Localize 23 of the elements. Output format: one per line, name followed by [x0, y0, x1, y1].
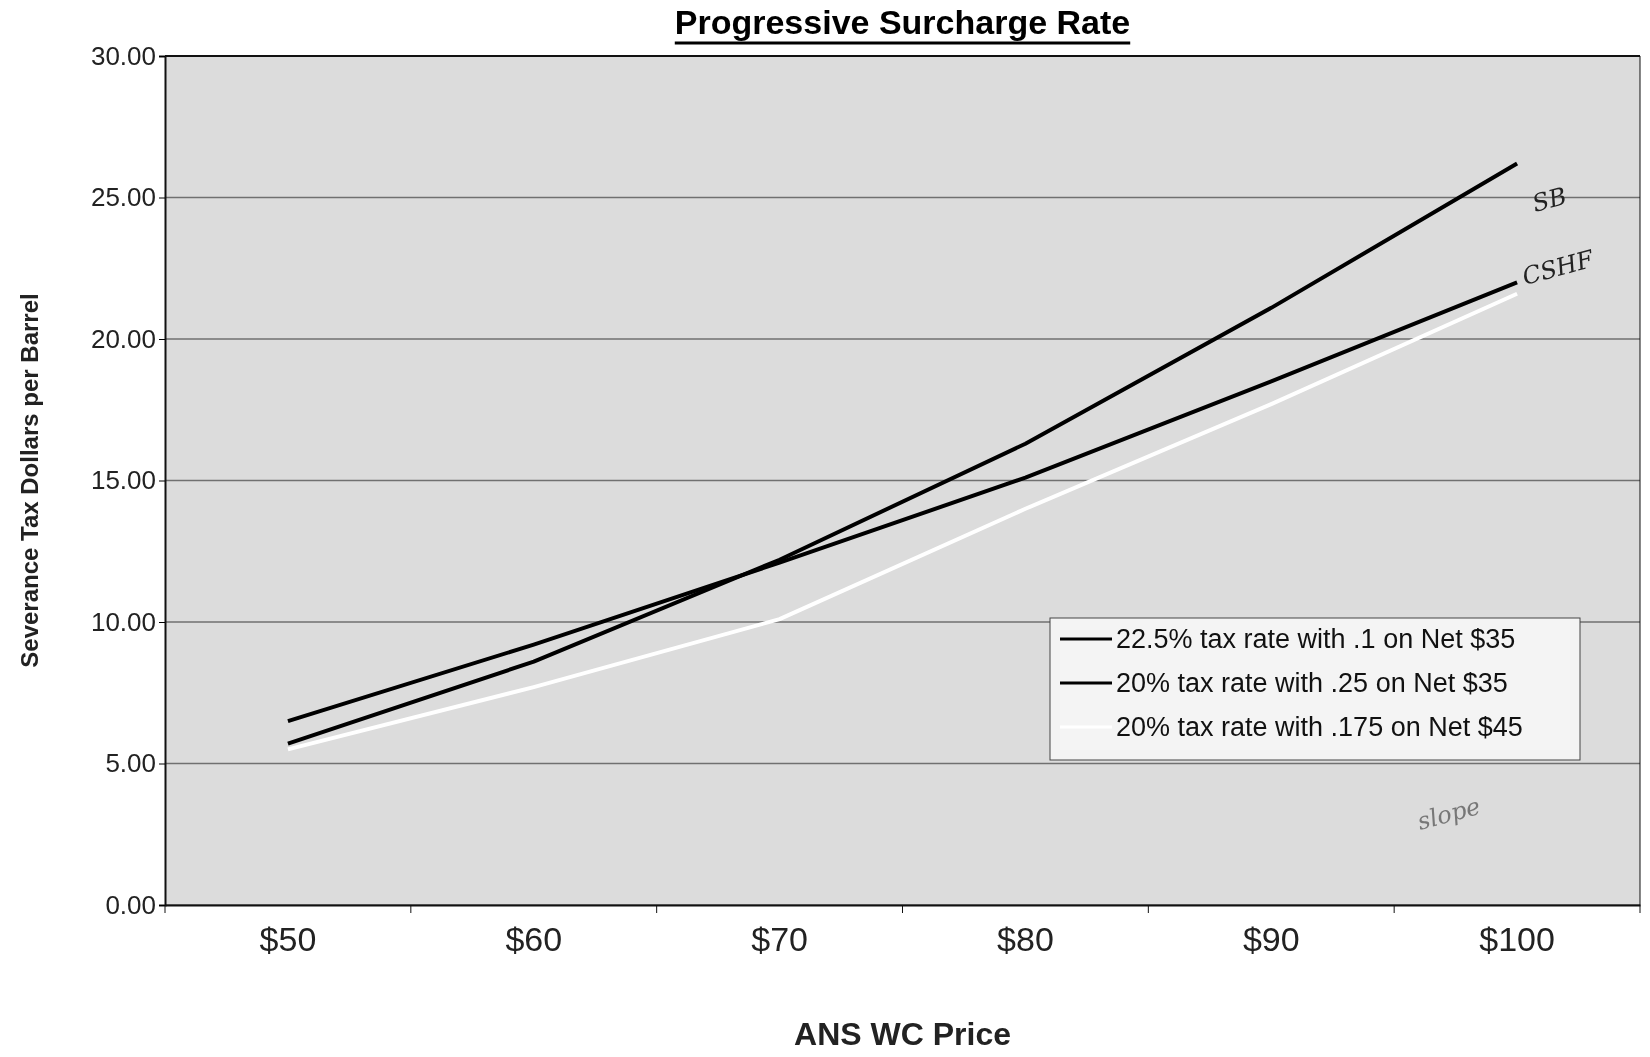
annotation: slope [1414, 792, 1484, 836]
x-tick-label: $100 [1479, 920, 1555, 959]
annotation: CSHF [1519, 244, 1598, 291]
y-tick-label: 0.00 [105, 889, 156, 920]
y-axis-title: Severance Tax Dollars per Barrel [16, 293, 43, 668]
y-tick-label: 25.00 [90, 182, 156, 213]
y-tick-label: 20.00 [90, 323, 156, 354]
legend-label: 20% tax rate with .25 on Net $35 [1116, 668, 1508, 698]
x-axis-title: ANS WC Price [794, 1016, 1011, 1052]
legend-label: 22.5% tax rate with .1 on Net $35 [1116, 624, 1516, 654]
x-tick-label: $80 [997, 920, 1054, 959]
y-tick-label: 5.00 [105, 748, 156, 779]
x-tick-label: $60 [505, 920, 563, 959]
legend-label: 20% tax rate with .175 on Net $45 [1116, 712, 1523, 742]
x-tick-label: $50 [259, 920, 317, 959]
line-series [285, 161, 1520, 746]
y-tick-label: 30.00 [90, 40, 156, 71]
y-tick-label: 15.00 [90, 465, 156, 496]
x-tick-label: $90 [1242, 920, 1300, 959]
x-tick-label: $70 [751, 920, 808, 959]
y-tick-label: 10.00 [90, 606, 156, 637]
chart-title: Progressive Surcharge Rate [674, 3, 1131, 41]
annotation: SB [1529, 181, 1570, 218]
